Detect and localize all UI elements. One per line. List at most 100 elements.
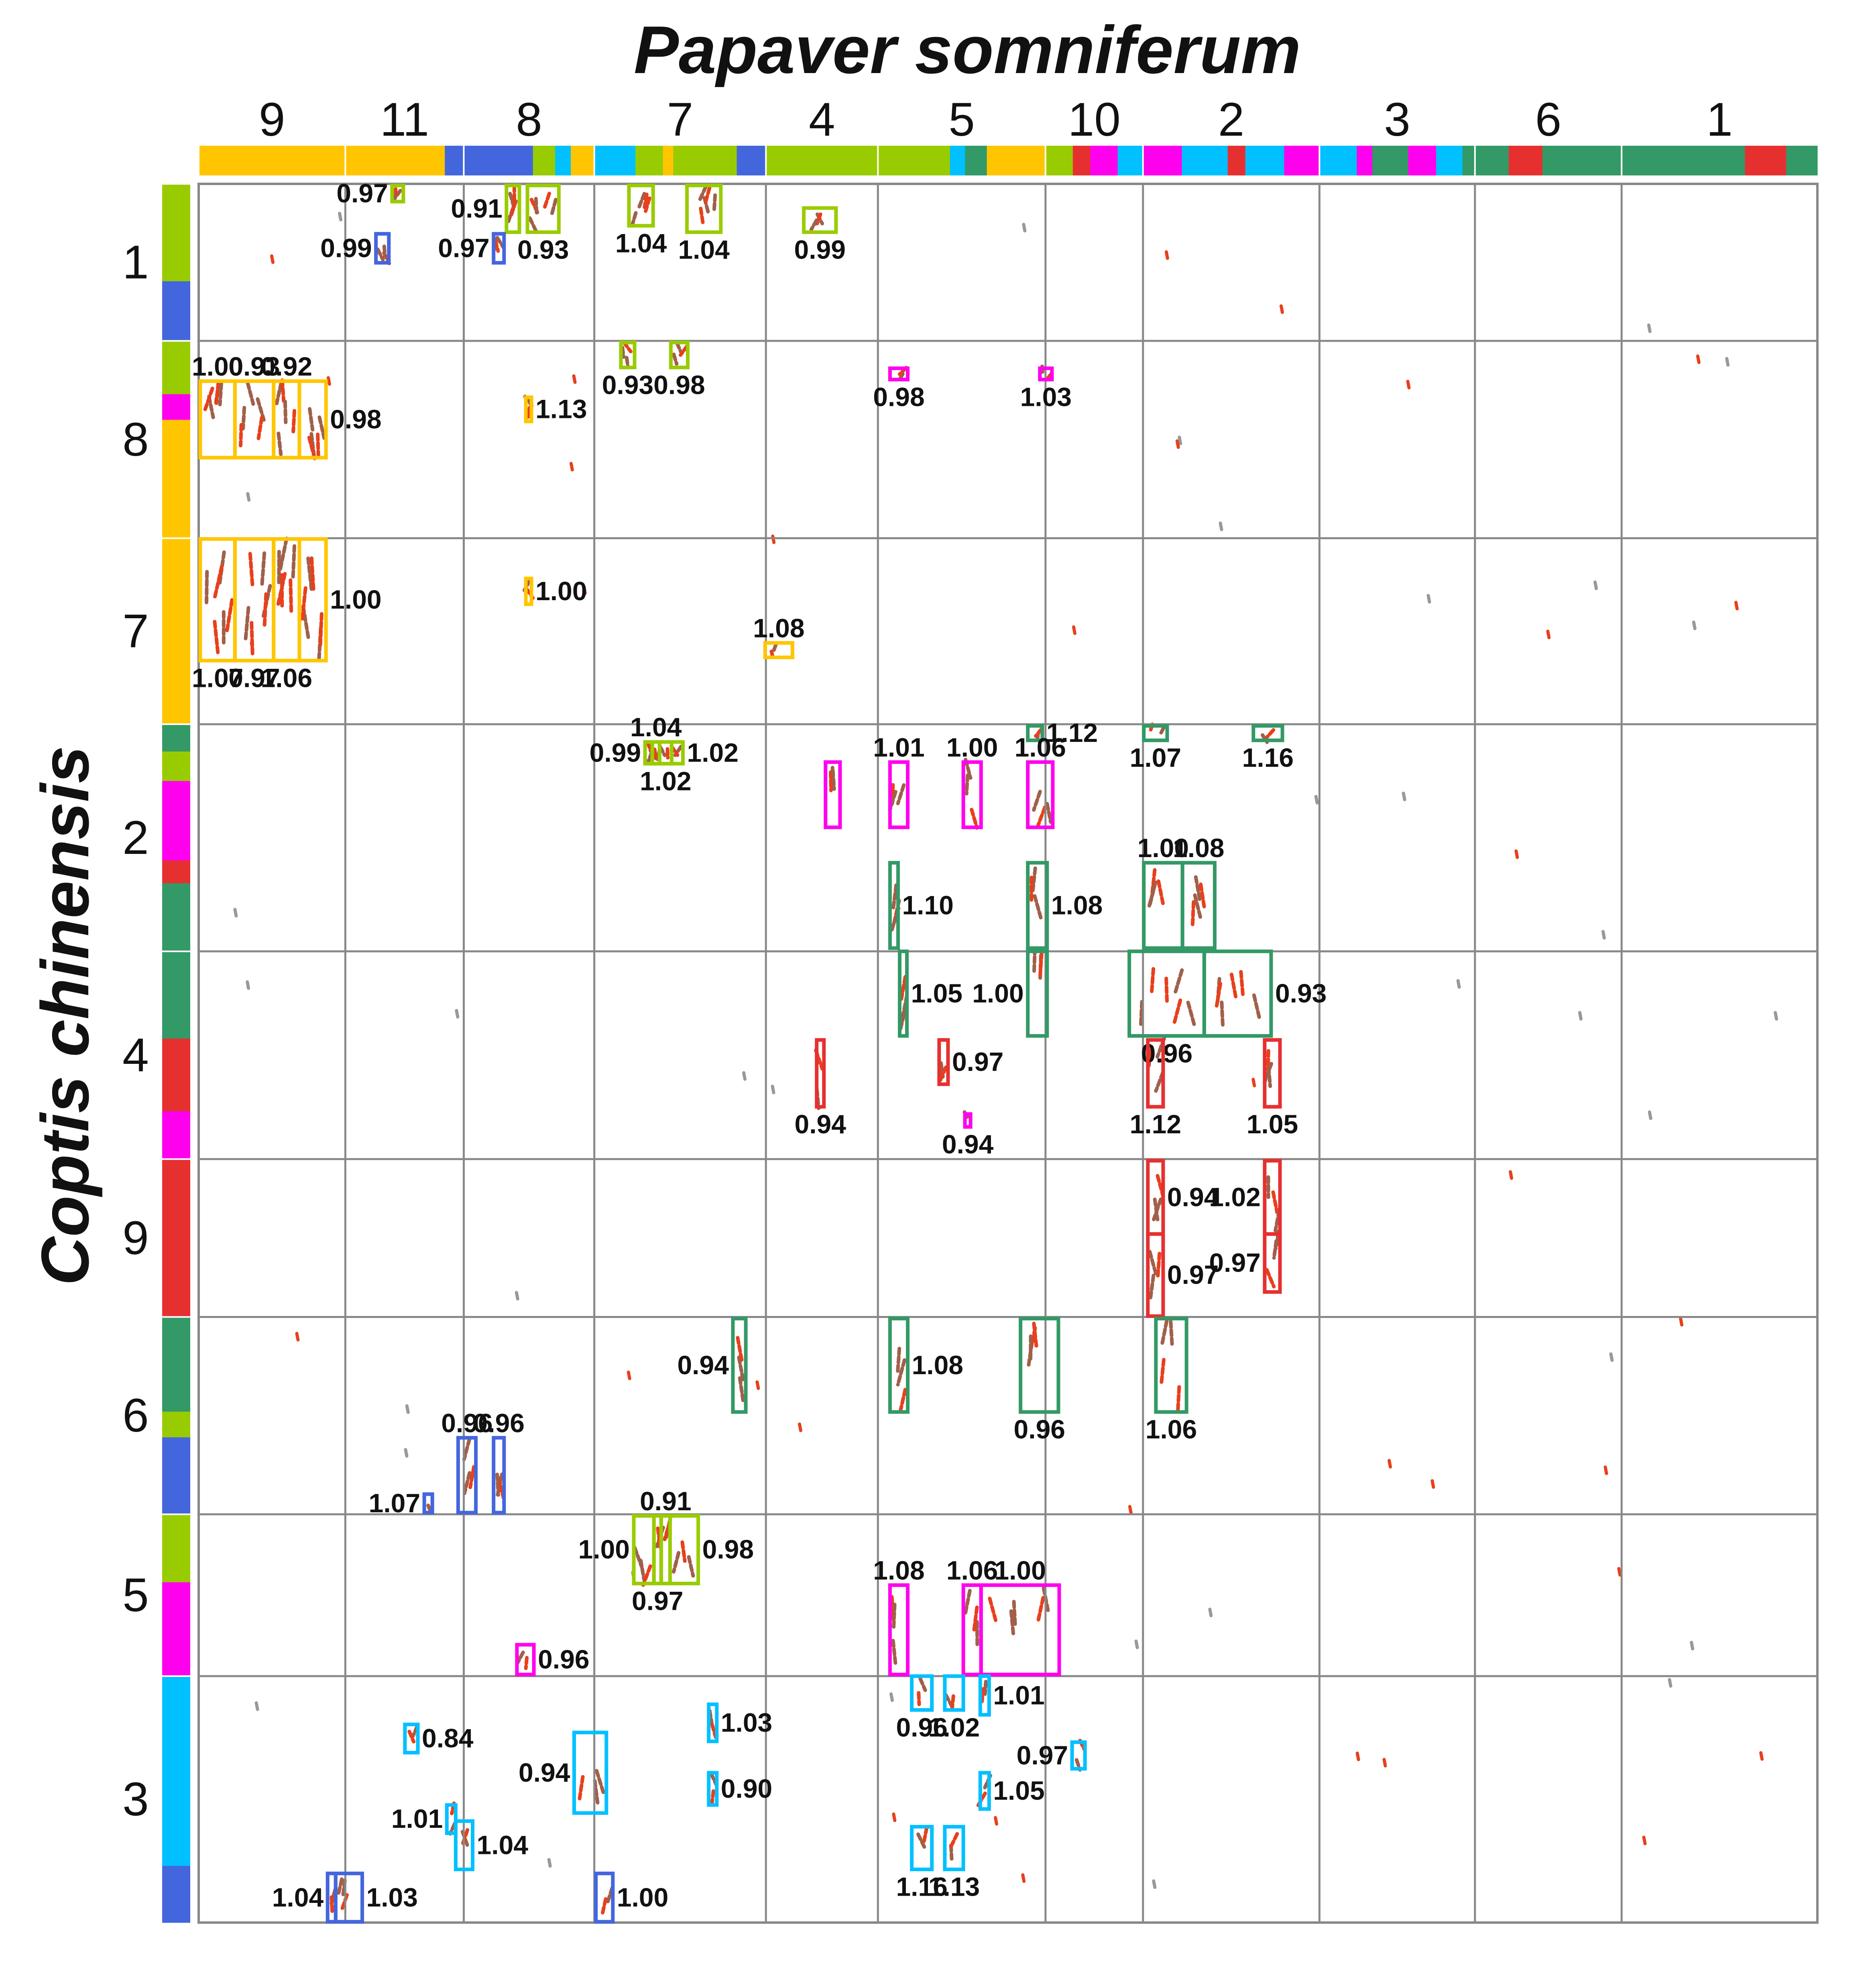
x-strip-segment <box>464 146 533 175</box>
y-chromosome-label: 7 <box>122 605 149 658</box>
synteny-point <box>203 387 214 411</box>
y-chromosome-label: 3 <box>122 1773 149 1826</box>
synteny-block <box>525 183 561 234</box>
background-point <box>1152 1879 1157 1889</box>
synteny-blocks: 0.970.910.93 1.04 1.04 0.990.99 0.970.93 0.98… <box>192 178 1327 1924</box>
synteny-point <box>204 570 209 605</box>
background-point <box>1355 1752 1360 1762</box>
background-point <box>1774 1011 1778 1021</box>
ks-ratio-label: 1.08 <box>1173 833 1224 863</box>
background-point <box>1406 379 1411 389</box>
y-strip-segment <box>162 420 190 539</box>
synteny-block <box>297 537 328 663</box>
synteny-point <box>291 544 297 579</box>
ks-ratio-label: 1.02 <box>687 737 738 767</box>
synteny-point <box>948 1832 959 1849</box>
x-chromosome-label: 9 <box>259 93 285 146</box>
synteny-point <box>1150 967 1156 994</box>
ks-ratio-label: 0.96 <box>473 1408 525 1438</box>
synteny-block <box>456 1436 478 1515</box>
synteny-point <box>336 1877 344 1896</box>
synteny-block <box>669 340 690 369</box>
synteny-point <box>809 218 819 232</box>
x-strip-segment <box>950 146 966 175</box>
y-chromosome-label: 2 <box>122 811 149 864</box>
ks-ratio-label: 1.06 <box>261 663 312 693</box>
synteny-point <box>1172 998 1182 1025</box>
background-point <box>1593 580 1598 590</box>
ks-ratio-label: 1.03 <box>366 1882 418 1912</box>
synteny-block <box>492 232 506 265</box>
synteny-block <box>824 760 842 829</box>
synteny-point <box>493 238 500 253</box>
y-strip-segment <box>162 1111 190 1159</box>
synteny-point <box>672 352 679 366</box>
synteny-point <box>462 1471 472 1495</box>
synteny-point <box>1152 1197 1163 1222</box>
x-strip-segment <box>1284 146 1320 175</box>
synteny-block <box>815 1038 826 1109</box>
synteny-block <box>619 340 637 369</box>
synteny-point <box>1252 993 1262 1020</box>
background-point <box>1426 594 1431 604</box>
synteny-point <box>891 883 898 910</box>
x-strip-segment <box>965 146 987 175</box>
synteny-point <box>1139 1000 1144 1026</box>
synteny-block <box>937 1038 950 1086</box>
synteny-block <box>763 641 795 660</box>
background-point <box>1617 1567 1622 1577</box>
x-strip-segment <box>1227 146 1246 175</box>
synteny-point <box>225 598 234 633</box>
synteny-point <box>736 1336 744 1364</box>
synteny-point <box>462 1437 472 1461</box>
synteny-block <box>1026 861 1049 950</box>
x-strip-segment <box>1508 146 1543 175</box>
background-point <box>250 641 254 651</box>
ks-ratio-label: 1.08 <box>873 1555 924 1585</box>
synteny-point <box>307 436 317 460</box>
background-point <box>515 1291 519 1301</box>
synteny-block <box>888 1583 910 1676</box>
synteny-point <box>318 612 324 647</box>
synteny-block <box>888 760 910 829</box>
synteny-block <box>524 395 533 424</box>
ks-ratio-label: 0.98 <box>702 1534 754 1564</box>
synteny-block <box>910 1825 934 1872</box>
synteny-block <box>1263 1232 1282 1294</box>
ks-ratio-label: 1.01 <box>993 1680 1044 1710</box>
x-chromosome-label: 8 <box>516 93 542 146</box>
x-strip-segment <box>1090 146 1118 175</box>
y-strip-segment <box>162 538 190 725</box>
x-strip-segment <box>345 146 445 175</box>
synteny-block <box>594 1872 615 1924</box>
background-point <box>1647 323 1652 333</box>
synteny-point <box>534 197 539 215</box>
background-point <box>1642 1835 1647 1845</box>
synteny-block <box>943 1674 965 1712</box>
synteny-point <box>738 1376 745 1405</box>
background-point <box>1402 791 1406 801</box>
synteny-point <box>468 1465 476 1489</box>
y-strip-segment <box>162 281 190 341</box>
y-strip-segment <box>162 1412 190 1438</box>
synteny-block <box>657 740 673 766</box>
synteny-block <box>572 1731 608 1815</box>
ks-ratio-label: 1.06 <box>946 1555 998 1585</box>
synteny-point <box>698 184 708 203</box>
synteny-block <box>1251 724 1284 742</box>
synteny-point <box>316 432 320 457</box>
synteny-block <box>978 1771 991 1811</box>
synteny-block <box>888 861 900 950</box>
y-strip-segment <box>162 1582 190 1676</box>
y-strip-segment <box>162 341 190 395</box>
ks-ratio-label: 1.00 <box>535 576 587 606</box>
synteny-block <box>1146 1038 1165 1109</box>
synteny-point <box>938 1065 948 1083</box>
y-strip-segment <box>162 1159 190 1318</box>
synteny-point <box>1158 726 1166 737</box>
synteny-point <box>578 1775 585 1801</box>
synteny-point <box>275 381 283 405</box>
synteny-point <box>643 192 649 209</box>
background-point <box>1251 1078 1256 1088</box>
